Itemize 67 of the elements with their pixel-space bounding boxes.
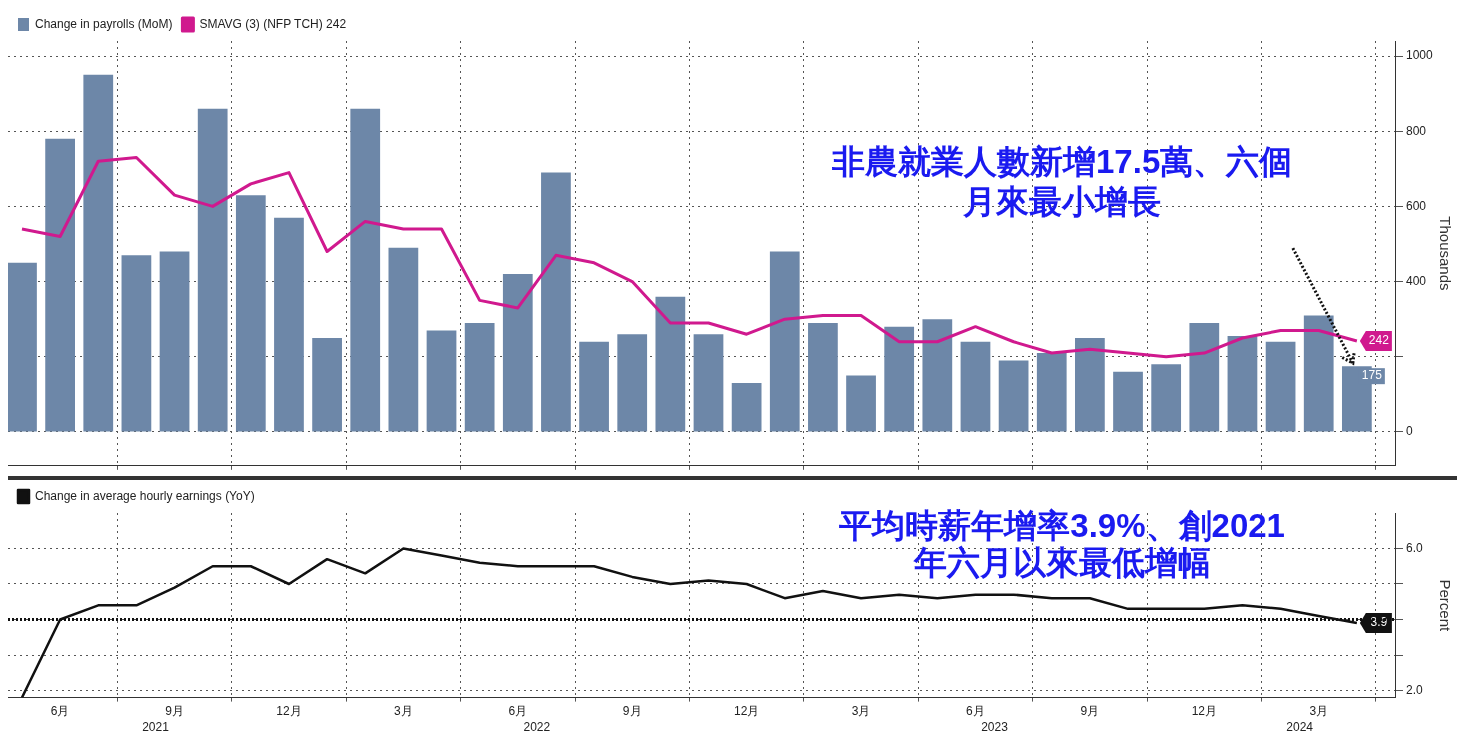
annotation: 平均時薪年增率3.9%、創2021年六月以來最低增幅 — [838, 506, 1285, 581]
bar — [960, 341, 991, 432]
bar — [388, 247, 419, 432]
bar — [426, 330, 457, 432]
x-tick-label: 9月 — [1080, 704, 1100, 719]
bar — [655, 296, 686, 432]
bar — [1113, 371, 1143, 432]
text: 2024 — [1286, 719, 1314, 734]
bar — [808, 322, 838, 432]
bar — [998, 360, 1029, 432]
y-tick-label: 800 — [1406, 123, 1427, 138]
bar — [235, 195, 266, 432]
bar — [1075, 337, 1105, 432]
x-tick-label: 6月 — [50, 704, 70, 719]
legend-label: SMAVG (3) (NFP TCH) 242 — [199, 16, 347, 31]
bar — [121, 255, 152, 432]
x-tick-label: 12月 — [733, 704, 760, 719]
y-tick-label: 600 — [1406, 198, 1427, 213]
bar — [502, 274, 533, 432]
bar — [1303, 315, 1334, 432]
x-tick-label: 6月 — [966, 704, 985, 719]
x-tick-label: 3月 — [1309, 704, 1329, 719]
bar — [1227, 336, 1258, 432]
text: 2022 — [523, 719, 551, 734]
y-axis-title: Thousands — [1436, 216, 1454, 291]
legend-label: Change in payrolls (MoM) — [35, 16, 173, 31]
y-tick-label: 6.0 — [1406, 540, 1424, 555]
bar — [579, 341, 609, 432]
bar — [464, 322, 495, 432]
x-tick-label: 9月 — [622, 704, 642, 719]
bar — [1151, 364, 1182, 432]
legend-label: Change in average hourly earnings (YoY) — [35, 488, 255, 503]
y-axis-title: Percent — [1436, 579, 1454, 632]
y-tick-label: 1000 — [1406, 48, 1434, 63]
y-tick-label: 2.0 — [1406, 682, 1424, 697]
bar — [1265, 341, 1296, 432]
bar — [541, 172, 571, 432]
bar — [83, 74, 114, 432]
bar — [312, 337, 342, 432]
bar — [8, 262, 37, 432]
x-tick-label: 6月 — [508, 704, 528, 719]
x-tick-label: 12月 — [1191, 704, 1217, 719]
bar — [846, 375, 876, 432]
bar — [350, 108, 381, 432]
data-label: 175 — [1361, 368, 1383, 383]
bar — [769, 251, 800, 432]
bar — [922, 319, 953, 432]
bar — [884, 326, 915, 432]
x-tick-label: 3月 — [394, 704, 413, 719]
y-tick-label: 400 — [1406, 273, 1427, 288]
bar — [1189, 322, 1220, 432]
x-tick-label: 3月 — [851, 704, 871, 719]
x-tick-label: 9月 — [165, 704, 184, 719]
x-tick-label: 12月 — [276, 704, 302, 719]
bar — [693, 334, 724, 432]
bar — [159, 251, 190, 432]
bar — [617, 334, 648, 432]
bar — [274, 217, 304, 432]
bar — [45, 138, 75, 432]
y-tick-label: 0 — [1406, 424, 1413, 439]
text: 2021 — [142, 719, 170, 734]
bar — [197, 108, 228, 432]
annotation: 非農就業人數新增17.5萬、六個月來最小增長 — [831, 142, 1293, 220]
bar — [731, 383, 762, 432]
bar — [1036, 353, 1067, 432]
text: 2023 — [981, 719, 1009, 734]
data-label: 242 — [1368, 333, 1390, 348]
